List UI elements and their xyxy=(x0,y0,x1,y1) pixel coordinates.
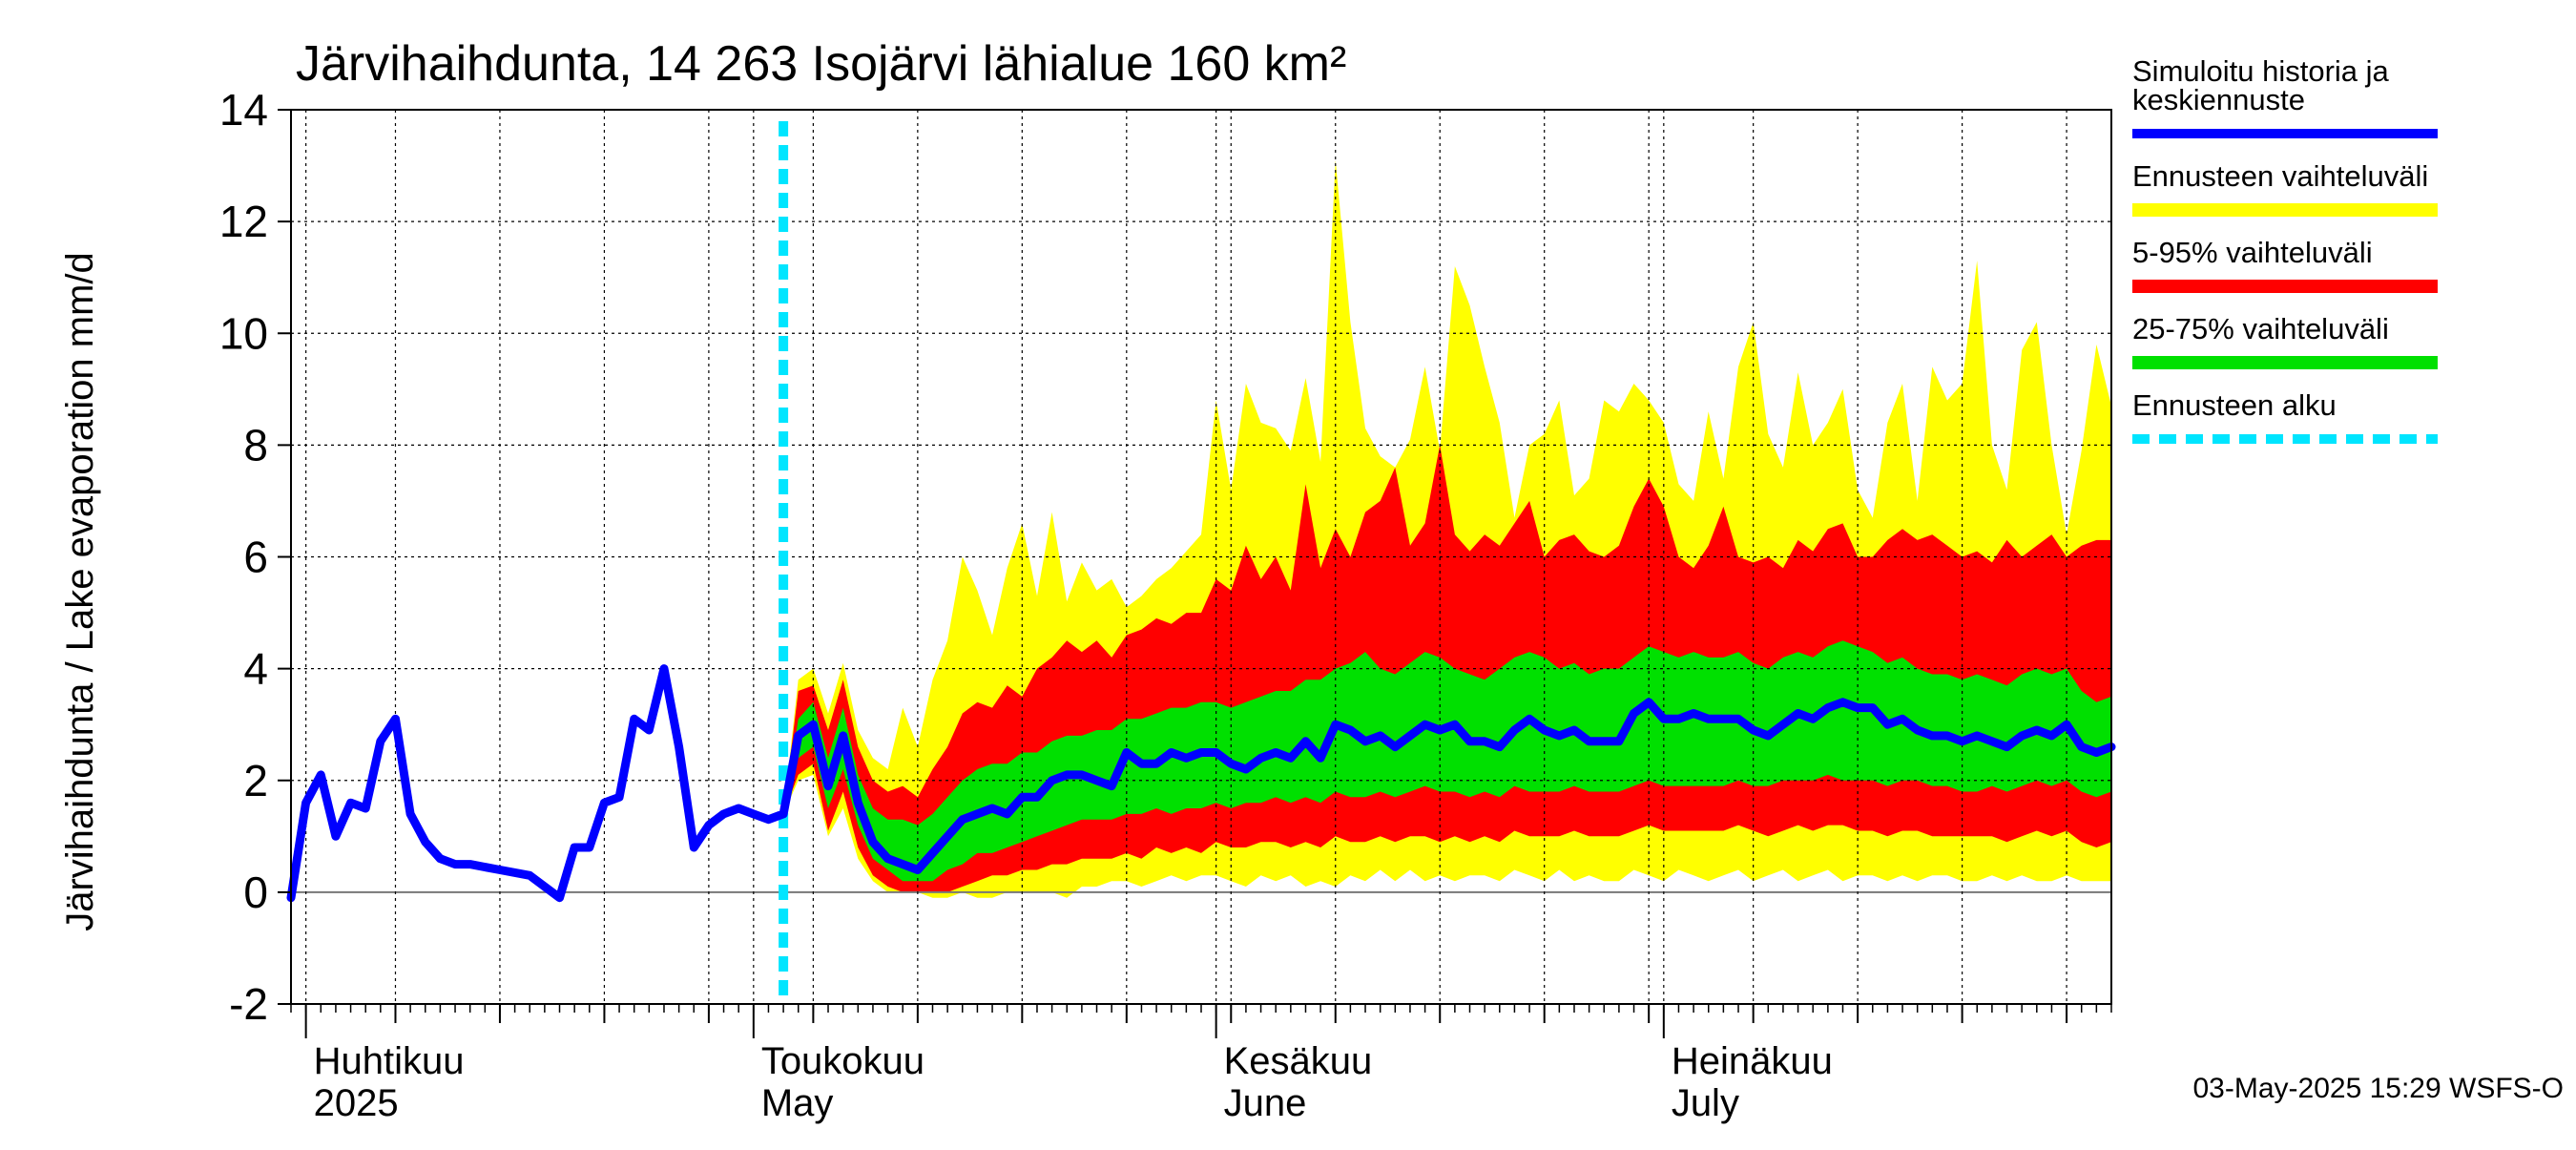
plot-frame xyxy=(290,109,2112,1005)
mean-line xyxy=(286,664,2116,903)
y-tick-label: 4 xyxy=(243,644,268,694)
legend-label: 5-95% vaihteluväli xyxy=(2132,236,2373,269)
footer-timestamp: 03-May-2025 15:29 WSFS-O xyxy=(2193,1073,2565,1104)
y-tick-label: 14 xyxy=(219,85,268,135)
band-25-75 xyxy=(783,640,2111,882)
month-label-en: July xyxy=(1672,1082,1739,1124)
data-lines xyxy=(286,121,2116,1004)
y-tick-label: 0 xyxy=(243,868,268,917)
legend-label: keskiennuste xyxy=(2132,83,2305,116)
month-label-en: 2025 xyxy=(314,1082,399,1124)
legend-label: Ennusteen alku xyxy=(2132,388,2337,422)
y-tick-label: 10 xyxy=(219,308,268,358)
legend-label: Simuloitu historia ja xyxy=(2132,54,2390,88)
legend-label: Ennusteen vaihteluväli xyxy=(2132,159,2428,193)
legend-label: 25-75% vaihteluväli xyxy=(2132,312,2389,345)
axes xyxy=(278,109,2112,1038)
chart-title: Järvihaihdunta, 14 263 Isojärvi lähialue… xyxy=(296,36,1346,92)
y-tick-label: -2 xyxy=(229,979,268,1029)
grid-lines xyxy=(291,110,2111,1004)
y-tick-label: 2 xyxy=(243,756,268,805)
month-label-fi: Heinäkuu xyxy=(1672,1040,1833,1082)
month-label-fi: Huhtikuu xyxy=(314,1040,465,1082)
month-label-en: May xyxy=(761,1082,834,1124)
month-label-fi: Kesäkuu xyxy=(1224,1040,1373,1082)
y-tick-label: 12 xyxy=(219,197,268,246)
y-tick-label: 6 xyxy=(243,533,268,582)
month-label-en: June xyxy=(1224,1082,1307,1124)
month-label-fi: Toukokuu xyxy=(761,1040,924,1082)
y-tick-label: 8 xyxy=(243,420,268,470)
y-axis-label: Järvihaihdunta / Lake evaporation mm/d xyxy=(59,252,101,931)
